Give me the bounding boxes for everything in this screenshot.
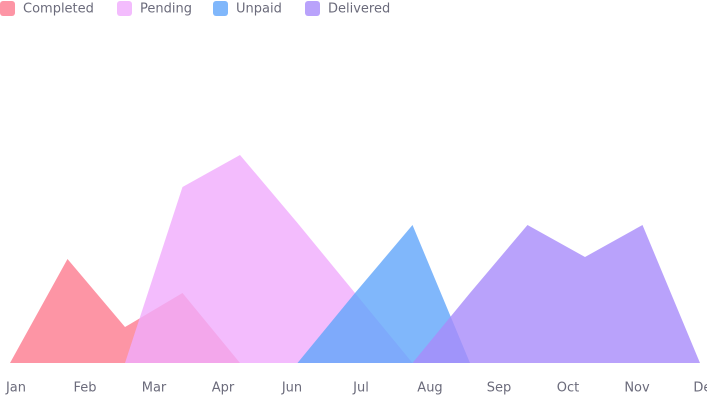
- x-tick-label: Aug: [417, 381, 442, 396]
- legend-label: Pending: [140, 2, 192, 17]
- x-tick-label: Mar: [142, 381, 167, 396]
- area: [412, 225, 700, 363]
- legend-swatch: [0, 1, 15, 16]
- area: [297, 225, 470, 363]
- legend-swatch: [117, 1, 132, 16]
- x-tick-label: Jan: [5, 381, 26, 396]
- x-tick-label: Sep: [487, 381, 512, 396]
- x-tick-label: Apr: [212, 381, 235, 396]
- legend-label: Unpaid: [236, 2, 282, 17]
- legend-label: Delivered: [328, 2, 390, 17]
- legend-label: Completed: [23, 2, 94, 17]
- x-tick-label: Feb: [73, 381, 96, 396]
- x-tick-label: Oct: [557, 381, 579, 396]
- x-tick-label: Dec: [693, 381, 707, 396]
- x-tick-label: Jun: [281, 381, 302, 396]
- legend-swatch: [305, 1, 320, 16]
- x-tick-label: Jul: [352, 381, 369, 396]
- x-tick-label: Nov: [624, 381, 650, 396]
- legend-swatch: [213, 1, 228, 16]
